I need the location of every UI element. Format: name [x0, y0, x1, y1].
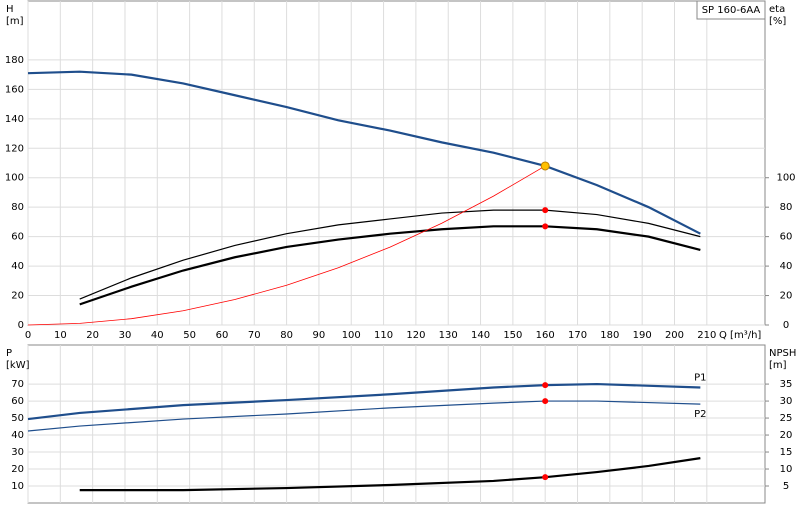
y-tick-label: 0 — [18, 320, 24, 331]
y-tick-label: 50 — [11, 413, 24, 424]
y-tick-label: 180 — [5, 55, 24, 66]
y2-axis-label: [%] — [769, 16, 786, 27]
y2-axis-label: NPSH — [769, 348, 796, 359]
y2-tick-label: 25 — [780, 413, 793, 424]
x-tick-label: 140 — [471, 330, 490, 341]
x-tick-label: 10 — [54, 330, 67, 341]
duty-point — [542, 207, 549, 214]
y2-axis-label: [m] — [769, 360, 787, 371]
duty-point — [542, 398, 549, 405]
duty-point — [542, 223, 549, 230]
y-axis-label: H — [6, 4, 14, 15]
y2-tick-label: 40 — [780, 261, 793, 272]
x-tick-label: 170 — [568, 330, 587, 341]
curve — [27, 165, 546, 326]
title-box — [696, 0, 766, 20]
y2-tick-label: 60 — [780, 232, 793, 243]
x-tick-label: 180 — [600, 330, 619, 341]
x-axis-label: Q [m³/h] — [719, 330, 761, 341]
y-axis-label: P — [6, 348, 12, 359]
x-tick-label: 40 — [151, 330, 164, 341]
curve — [27, 400, 701, 432]
y2-tick-label: 10 — [780, 464, 793, 475]
y-tick-label: 20 — [11, 464, 24, 475]
y2-tick-label: 15 — [780, 447, 793, 458]
series-label: P2 — [694, 409, 706, 420]
x-tick-label: 110 — [374, 330, 393, 341]
y-tick-label: 120 — [5, 143, 24, 154]
y-axis-label: [kW] — [6, 360, 30, 371]
x-tick-label: 130 — [439, 330, 458, 341]
y-tick-label: 60 — [11, 396, 24, 407]
chart-title: SP 160-6AA — [702, 5, 761, 16]
y2-tick-label: 5 — [783, 481, 789, 492]
curve — [27, 70, 701, 235]
y-tick-label: 80 — [11, 202, 24, 213]
duty-point — [542, 474, 549, 481]
x-tick-label: 30 — [119, 330, 132, 341]
x-tick-label: 70 — [248, 330, 261, 341]
x-tick-label: 80 — [280, 330, 293, 341]
y-tick-label: 100 — [5, 173, 24, 184]
y-axis-label: [m] — [6, 16, 24, 27]
y-tick-label: 140 — [5, 114, 24, 125]
duty-point — [540, 161, 550, 171]
y-tick-label: 30 — [11, 447, 24, 458]
curve — [79, 457, 701, 492]
x-tick-label: 120 — [406, 330, 425, 341]
x-tick-label: 50 — [183, 330, 196, 341]
curve — [79, 225, 701, 306]
x-tick-label: 20 — [86, 330, 99, 341]
x-tick-label: 150 — [503, 330, 522, 341]
x-tick-label: 200 — [665, 330, 684, 341]
plot-area — [27, 0, 766, 326]
y2-tick-label: 20 — [780, 430, 793, 441]
x-tick-label: 190 — [633, 330, 652, 341]
curve — [27, 382, 701, 421]
y2-tick-label: 0 — [783, 320, 789, 331]
y2-axis-label: eta — [769, 4, 785, 15]
plot-area — [27, 344, 766, 504]
series-label: P1 — [694, 372, 706, 383]
y2-tick-label: 35 — [780, 379, 793, 390]
x-tick-label: 0 — [25, 330, 31, 341]
y-tick-label: 40 — [11, 430, 24, 441]
y-tick-label: 10 — [11, 481, 24, 492]
y-tick-label: 60 — [11, 232, 24, 243]
y-tick-label: 160 — [5, 84, 24, 95]
y2-tick-label: 30 — [780, 396, 793, 407]
x-tick-label: 210 — [697, 330, 716, 341]
x-tick-label: 60 — [216, 330, 229, 341]
x-tick-label: 100 — [342, 330, 361, 341]
y-tick-label: 70 — [11, 379, 24, 390]
y-tick-label: 40 — [11, 261, 24, 272]
curve — [79, 209, 701, 300]
x-tick-label: 90 — [313, 330, 326, 341]
y2-tick-label: 20 — [780, 291, 793, 302]
duty-point — [542, 382, 549, 389]
y-tick-label: 20 — [11, 291, 24, 302]
y2-tick-label: 80 — [780, 202, 793, 213]
y2-tick-label: 100 — [776, 173, 795, 184]
x-tick-label: 160 — [536, 330, 555, 341]
